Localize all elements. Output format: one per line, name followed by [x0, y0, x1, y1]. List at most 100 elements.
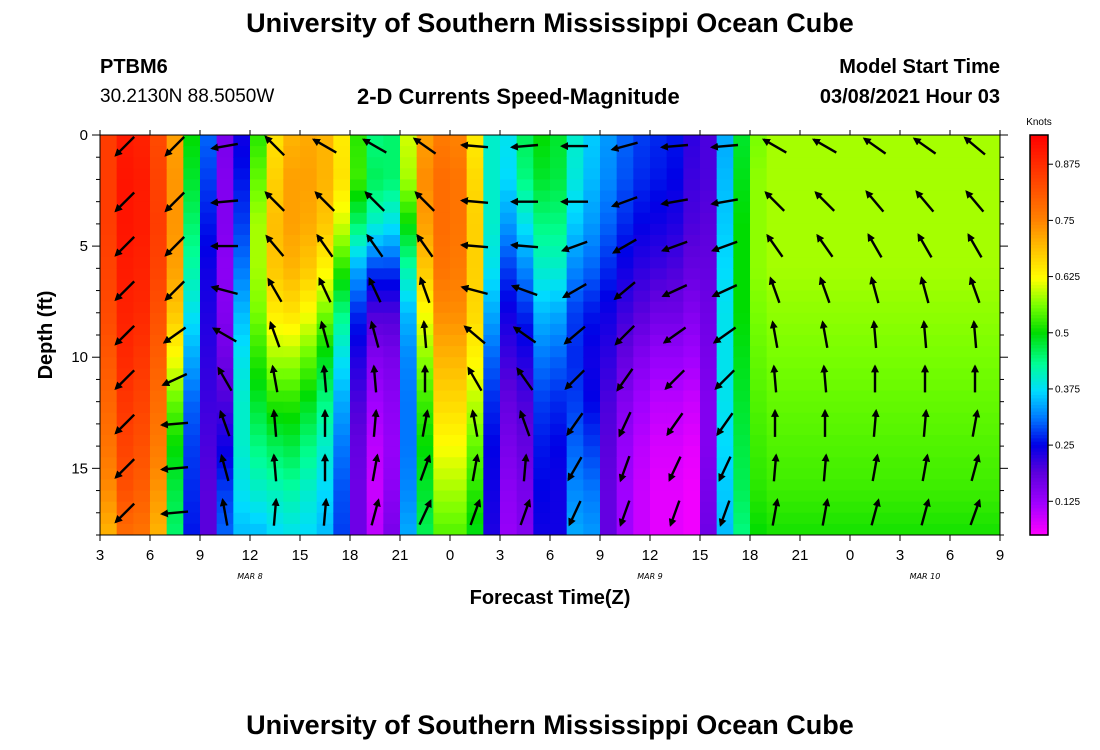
heatmap-cell — [533, 201, 551, 214]
heatmap-cell — [316, 235, 334, 247]
heatmap-cell — [350, 279, 368, 292]
heatmap-cell — [450, 346, 468, 358]
current-arrow — [518, 409, 531, 437]
heatmap-cell — [200, 146, 218, 158]
heatmap-cell — [466, 246, 484, 258]
heatmap-cell — [400, 523, 418, 535]
colorbar-segment — [1030, 181, 1048, 186]
heatmap-cell — [133, 190, 151, 203]
colorbar-segment — [1030, 431, 1048, 436]
heatmap-cell — [500, 179, 518, 192]
heatmap-cell — [250, 379, 268, 392]
heatmap-cell — [616, 246, 634, 258]
heatmap-cell — [250, 468, 268, 481]
current-arrow — [318, 276, 332, 303]
heatmap-cell — [500, 479, 518, 492]
colorbar-segment — [1030, 188, 1048, 193]
heatmap-cell — [633, 390, 651, 403]
heatmap-cell — [550, 279, 568, 292]
heatmap-cell — [483, 168, 501, 181]
heatmap-cell — [533, 368, 551, 381]
heatmap-cell — [483, 412, 501, 425]
heatmap-cell — [450, 157, 468, 169]
heatmap-cell — [100, 135, 118, 147]
heatmap-cell — [716, 346, 734, 358]
heatmap-cell — [383, 135, 401, 147]
current-arrow — [269, 364, 279, 393]
heatmap-cell — [150, 457, 168, 469]
current-arrow — [820, 364, 829, 393]
heatmap-cell — [500, 323, 518, 336]
heatmap-cell — [450, 212, 468, 225]
heatmap-cell — [233, 179, 251, 192]
heatmap-cell — [433, 223, 451, 236]
heatmap-cell — [166, 146, 184, 158]
heatmap-cell — [650, 312, 668, 325]
heatmap-cell — [100, 479, 118, 492]
heatmap-cell — [400, 301, 418, 314]
heatmap-cell — [350, 312, 368, 325]
heatmap-cell — [383, 157, 401, 169]
heatmap-cell — [666, 435, 684, 447]
heatmap-cell — [400, 401, 418, 414]
heatmap-cell — [433, 190, 451, 203]
heatmap-cell — [366, 246, 384, 258]
heatmap-cell — [566, 401, 584, 414]
heatmap-cell — [300, 301, 318, 314]
heatmap-cell — [383, 368, 401, 381]
heatmap-cell — [566, 479, 584, 492]
heatmap-cell — [700, 435, 718, 447]
colorbar-segment — [1030, 295, 1048, 299]
heatmap-cell — [316, 146, 334, 158]
heatmap-cell — [100, 457, 118, 469]
heatmap-cell — [133, 157, 151, 169]
heatmap-cell — [166, 468, 184, 481]
heatmap-cell — [150, 157, 168, 169]
heatmap-cell — [350, 179, 368, 192]
heatmap-cell — [233, 401, 251, 414]
heatmap-cell — [133, 279, 151, 292]
heatmap-cell — [366, 435, 384, 447]
heatmap-cell — [650, 301, 668, 314]
heatmap-cell — [633, 179, 651, 192]
colorbar-segment — [1030, 388, 1048, 393]
heatmap-cell — [650, 501, 668, 514]
heatmap-cell — [200, 235, 218, 247]
current-arrow — [710, 240, 738, 253]
heatmap-cell — [366, 357, 384, 369]
heatmap-cell — [166, 246, 184, 258]
heatmap-cell — [466, 346, 484, 358]
colorbar-segment — [1030, 211, 1048, 216]
heatmap-cell — [100, 501, 118, 514]
heatmap-cell — [233, 301, 251, 314]
heatmap-cell — [316, 357, 334, 369]
heatmap-cell — [716, 401, 734, 414]
heatmap-cell — [333, 135, 351, 147]
heatmap-cell — [166, 312, 184, 325]
current-arrow — [414, 191, 436, 212]
heatmap-cell — [733, 168, 751, 181]
heatmap-cell — [433, 479, 451, 492]
heatmap-cell — [666, 490, 684, 503]
current-arrow — [710, 142, 739, 151]
heatmap-cell — [483, 512, 501, 525]
heatmap-cell — [450, 312, 468, 325]
heatmap-cell — [233, 279, 251, 292]
heatmap-cell — [333, 301, 351, 314]
current-arrow — [915, 190, 935, 213]
heatmap-cell — [183, 312, 201, 325]
heatmap-cell — [150, 257, 168, 269]
heatmap-cell — [300, 490, 318, 503]
heatmap-cell — [550, 401, 568, 414]
heatmap-cell — [383, 257, 401, 269]
heatmap-cell — [450, 512, 468, 525]
heatmap-cell — [300, 190, 318, 203]
colorbar-segment — [1030, 278, 1048, 283]
colorbar-segment — [1030, 395, 1048, 399]
heatmap-cell — [666, 423, 684, 436]
heatmap-cell — [400, 357, 418, 369]
heatmap-cell — [666, 457, 684, 469]
heatmap-cell — [183, 268, 201, 281]
heatmap-cell — [616, 446, 634, 458]
heatmap-cell — [650, 490, 668, 503]
